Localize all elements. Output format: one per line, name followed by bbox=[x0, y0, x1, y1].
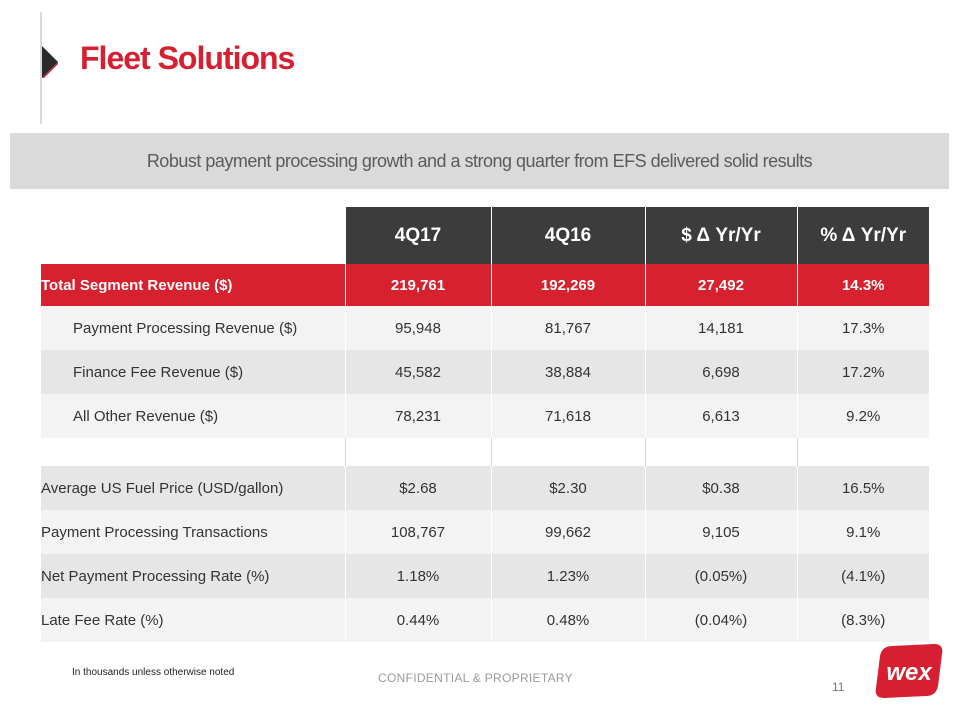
table-cell: (4.1%) bbox=[796, 554, 929, 598]
table-cell: 219,761 bbox=[344, 264, 491, 306]
table-row: Finance Fee Revenue ($) 45,582 38,884 6,… bbox=[41, 350, 929, 394]
table-cell: 27,492 bbox=[644, 264, 797, 306]
row-label: All Other Revenue ($) bbox=[41, 394, 345, 438]
table-row: Average US Fuel Price (USD/gallon) $2.68… bbox=[41, 466, 929, 510]
table-cell: 17.2% bbox=[796, 350, 929, 394]
table-cell: 14,181 bbox=[644, 306, 797, 350]
table-cell: 78,231 bbox=[344, 394, 491, 438]
table-cell: 0.44% bbox=[344, 598, 491, 642]
table-cell: 6,698 bbox=[644, 350, 797, 394]
column-header: 4Q16 bbox=[490, 207, 645, 264]
row-label: Payment Processing Transactions bbox=[41, 510, 345, 554]
subtitle-band: Robust payment processing growth and a s… bbox=[10, 133, 949, 189]
table-header-row: 4Q17 4Q16 $ Δ Yr/Yr % Δ Yr/Yr bbox=[41, 207, 929, 264]
table-cell: 1.18% bbox=[344, 554, 491, 598]
total-revenue-row: Total Segment Revenue ($) 219,761 192,26… bbox=[41, 264, 929, 306]
page-title: Fleet Solutions bbox=[80, 40, 295, 76]
wex-logo-text: wex bbox=[886, 659, 933, 686]
table-cell: 17.3% bbox=[796, 306, 929, 350]
table-row: Late Fee Rate (%) 0.44% 0.48% (0.04%) (8… bbox=[41, 598, 929, 642]
page-number: 11 bbox=[832, 680, 845, 694]
wex-logo: wex bbox=[875, 644, 943, 698]
brand-chevron-icon bbox=[40, 12, 58, 124]
footnote: In thousands unless otherwise noted bbox=[72, 667, 235, 678]
row-label: Payment Processing Revenue ($) bbox=[41, 306, 345, 350]
table-cell: 38,884 bbox=[490, 350, 645, 394]
table-cell: 108,767 bbox=[344, 510, 491, 554]
spacer-row bbox=[41, 438, 929, 466]
subtitle-text: Robust payment processing growth and a s… bbox=[146, 150, 813, 171]
row-label: Late Fee Rate (%) bbox=[41, 598, 345, 642]
table-cell: 9.2% bbox=[796, 394, 929, 438]
table-row: Payment Processing Transactions 108,767 … bbox=[41, 510, 929, 554]
table-cell: 16.5% bbox=[796, 466, 929, 510]
table-cell: 14.3% bbox=[796, 264, 929, 306]
table-cell: 95,948 bbox=[344, 306, 491, 350]
table-cell: 0.48% bbox=[490, 598, 645, 642]
table-cell: $2.68 bbox=[344, 466, 491, 510]
header-blank-cell bbox=[41, 207, 345, 264]
row-label: Finance Fee Revenue ($) bbox=[41, 350, 345, 394]
spacer-cell bbox=[644, 438, 797, 466]
table-cell: 1.23% bbox=[490, 554, 645, 598]
spacer-cell bbox=[344, 438, 491, 466]
row-label: Net Payment Processing Rate (%) bbox=[41, 554, 345, 598]
table-cell: 45,582 bbox=[344, 350, 491, 394]
spacer-cell bbox=[490, 438, 645, 466]
table-cell: 6,613 bbox=[644, 394, 797, 438]
row-label: Total Segment Revenue ($) bbox=[41, 264, 345, 306]
table-cell: 81,767 bbox=[490, 306, 645, 350]
column-header: 4Q17 bbox=[344, 207, 491, 264]
spacer-cell bbox=[796, 438, 929, 466]
financial-table: 4Q17 4Q16 $ Δ Yr/Yr % Δ Yr/Yr Total Segm… bbox=[41, 207, 929, 642]
column-header: $ Δ Yr/Yr bbox=[644, 207, 797, 264]
table-row: Net Payment Processing Rate (%) 1.18% 1.… bbox=[41, 554, 929, 598]
table-cell: (0.05%) bbox=[644, 554, 797, 598]
table-cell: (8.3%) bbox=[796, 598, 929, 642]
row-label: Average US Fuel Price (USD/gallon) bbox=[41, 466, 345, 510]
table-cell: $2.30 bbox=[490, 466, 645, 510]
table-cell: 192,269 bbox=[490, 264, 645, 306]
spacer-cell bbox=[41, 438, 345, 466]
table-cell: (0.04%) bbox=[644, 598, 797, 642]
table-cell: 71,618 bbox=[490, 394, 645, 438]
table-cell: 9,105 bbox=[644, 510, 797, 554]
table-cell: 9.1% bbox=[796, 510, 929, 554]
table-row: All Other Revenue ($) 78,231 71,618 6,61… bbox=[41, 394, 929, 438]
table-cell: $0.38 bbox=[644, 466, 797, 510]
confidential-label: CONFIDENTIAL & PROPRIETARY bbox=[378, 671, 573, 685]
table-cell: 99,662 bbox=[490, 510, 645, 554]
column-header: % Δ Yr/Yr bbox=[796, 207, 929, 264]
table-row: Payment Processing Revenue ($) 95,948 81… bbox=[41, 306, 929, 350]
